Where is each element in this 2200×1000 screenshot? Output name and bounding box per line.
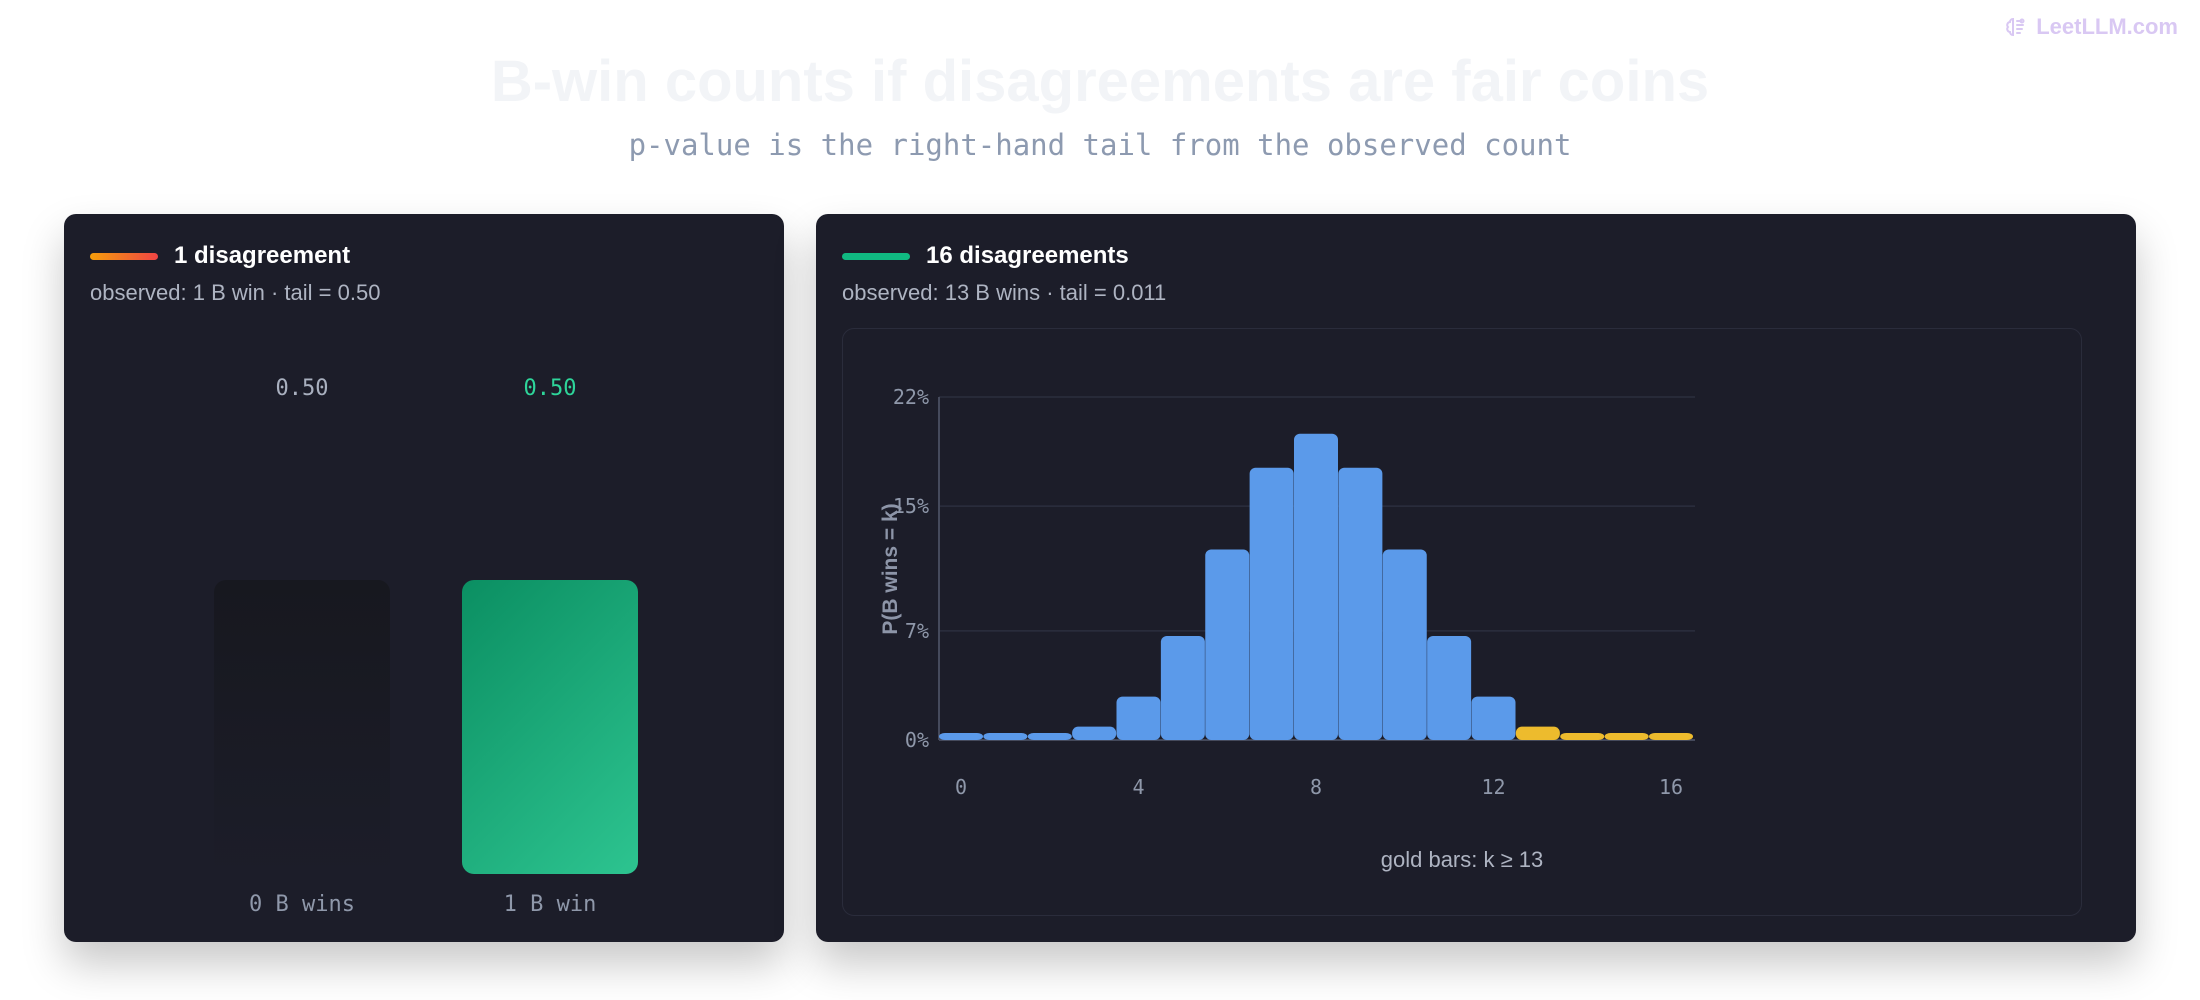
chart-note: gold bars: k ≥ 13 [1381, 847, 1544, 872]
bar-k-11 [1427, 636, 1472, 740]
bar-k-4 [1116, 696, 1161, 740]
bar-k-1 [983, 733, 1028, 740]
bar-k-0 [939, 733, 983, 740]
binomial-bar-chart: 0% 7% 15% 22% 0 4 8 12 16 P(B wins = k) gold bar… [879, 385, 1695, 872]
tick-labels: 0% 7% 15% 22% 0 4 8 12 16 [893, 385, 1683, 799]
panel-subtitle: observed: 1 B win · tail = 0.50 [90, 280, 381, 305]
bar-k-13 [1515, 726, 1560, 740]
bar-value-label: 0.50 [275, 376, 329, 401]
bar-k-9 [1338, 467, 1383, 740]
y-axis-label: P(B wins = k) [879, 503, 902, 634]
panel-accent-swatch [842, 252, 910, 260]
bars [939, 433, 1693, 740]
panel-subtitle: observed: 13 B wins · tail = 0.011 [842, 280, 1167, 305]
panel-sixteen-disagreements: 16 disagreements observed: 13 B wins · t… [816, 214, 2136, 942]
y-tick-label: 0% [905, 728, 929, 752]
panel-accent-swatch [90, 252, 158, 260]
bar-k-2 [1027, 733, 1072, 740]
bar-k-12 [1471, 696, 1516, 740]
brand-logo: LeetLLM.com [2004, 14, 2178, 40]
binomial-chart-frame: 0% 7% 15% 22% 0 4 8 12 16 P(B wins = k) gold bar… [842, 328, 2082, 916]
bar [462, 580, 638, 874]
y-tick-label: 15% [893, 494, 929, 518]
page-subtitle: p-value is the right-hand tail from the … [628, 128, 1572, 162]
bar-value-label: 0.50 [523, 376, 577, 401]
panel-title: 16 disagreements [926, 242, 1129, 269]
bar-k-10 [1382, 549, 1427, 740]
bar-k-6 [1205, 549, 1250, 740]
page-title: B-win counts if disagreements are fair c… [490, 49, 1710, 114]
y-tick-label: 22% [893, 385, 929, 409]
bar-k-15 [1604, 733, 1649, 740]
panel-title: 1 disagreement [174, 242, 351, 269]
bar-category-label: 0 B wins [249, 892, 355, 917]
x-tick-label: 12 [1481, 775, 1505, 799]
bar [214, 580, 390, 874]
x-tick-label: 4 [1132, 775, 1144, 799]
brain-icon [2006, 17, 2025, 37]
bar-k-3 [1072, 726, 1117, 740]
x-tick-label: 16 [1659, 775, 1683, 799]
panel-one-disagreement: 1 disagreement observed: 1 B win · tail … [64, 214, 784, 942]
bar-k-5 [1160, 636, 1205, 740]
y-tick-label: 7% [905, 619, 929, 643]
bar-category-label: 1 B win [503, 892, 597, 917]
bar-k-16 [1649, 733, 1693, 740]
x-tick-label: 0 [955, 775, 967, 799]
x-tick-label: 8 [1310, 775, 1322, 799]
bar-k-8 [1294, 433, 1338, 740]
bar-k-7 [1249, 467, 1294, 740]
brand-text: LeetLLM.com [2036, 14, 2178, 39]
bar-k-14 [1560, 733, 1605, 740]
